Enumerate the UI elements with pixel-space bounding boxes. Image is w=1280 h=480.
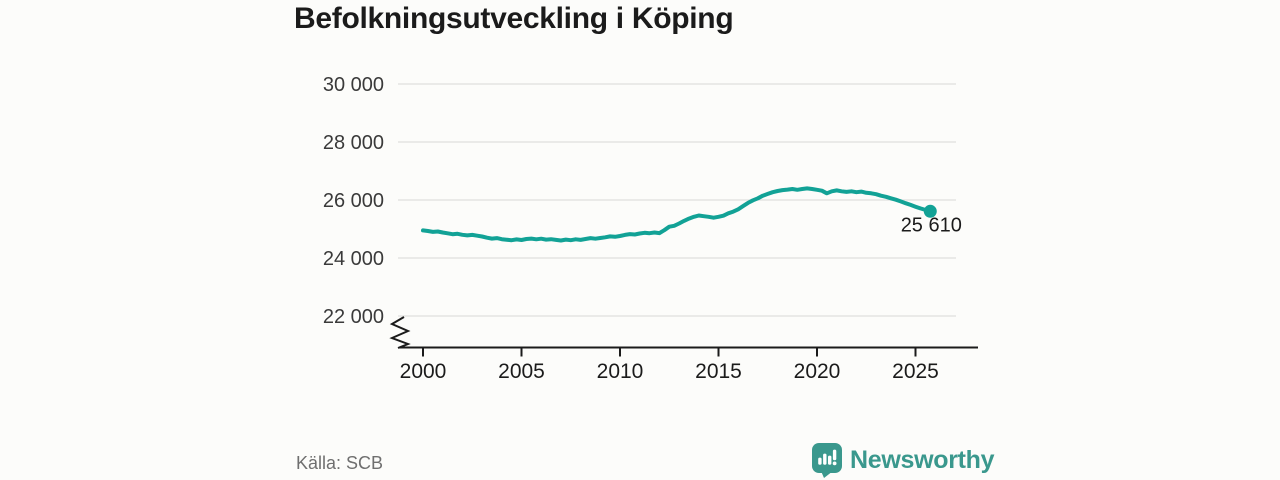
- y-tick-label: 22 000: [323, 306, 384, 328]
- axis-break-zigzag-icon: [389, 316, 411, 349]
- chart-title: Befolkningsutveckling i Köping: [294, 2, 734, 35]
- y-tick-label: 24 000: [323, 248, 384, 270]
- x-tick-label: 2020: [794, 360, 841, 383]
- newsworthy-speech-bubble-chart-icon: [812, 443, 842, 478]
- x-tick-label: 2005: [498, 360, 545, 383]
- newsworthy-wordmark: Newsworthy: [850, 445, 995, 474]
- y-tick-label: 26 000: [323, 190, 384, 212]
- newsworthy-logo: Newsworthy: [811, 442, 995, 478]
- x-tick-label: 2010: [597, 360, 644, 383]
- population-line: [421, 186, 933, 243]
- y-tick-label: 30 000: [323, 74, 384, 96]
- end-point-dot: [923, 204, 937, 218]
- x-tick-label: 2025: [892, 360, 939, 383]
- end-value-label: 25 610: [901, 214, 962, 236]
- source-note: Källa: SCB: [296, 453, 384, 473]
- x-tick-label: 2015: [695, 360, 742, 383]
- x-tick-label: 2000: [400, 360, 447, 383]
- y-tick-label: 28 000: [323, 132, 384, 154]
